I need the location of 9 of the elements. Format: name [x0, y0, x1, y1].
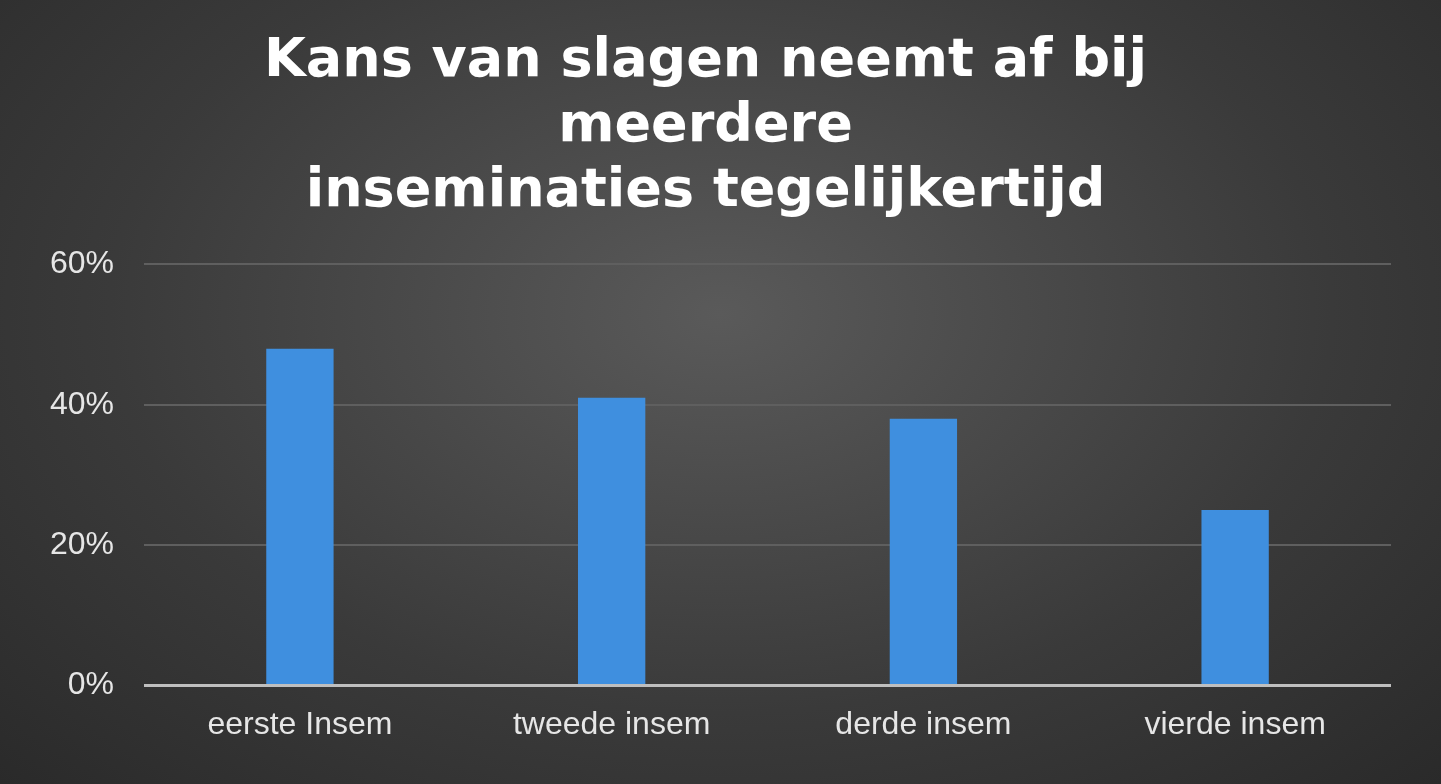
chart-title: Kans van slagen neemt af bij meerdere inseminaties tegelijkertijd [263, 26, 1148, 220]
x-tick-label: tweede insem [512, 704, 711, 741]
x-tick-label: vierde insem [1144, 704, 1326, 741]
y-tick-label: 20% [50, 525, 115, 562]
x-tick-label: derde insem [835, 704, 1012, 741]
x-tick-label: eerste Insem [207, 704, 393, 741]
y-tick-label: 0% [67, 665, 115, 702]
y-tick-label: 60% [50, 244, 115, 281]
y-tick-label: 40% [50, 384, 115, 421]
